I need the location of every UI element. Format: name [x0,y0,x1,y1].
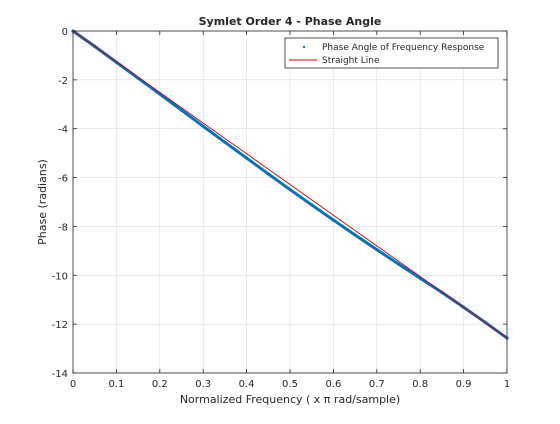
chart-title: Symlet Order 4 - Phase Angle [199,15,382,28]
series-phase-angle [71,29,509,340]
legend: Phase Angle of Frequency Response Straig… [284,37,499,69]
series-straight-line [72,30,508,339]
x-tick-label: 0.9 [456,379,472,390]
ticks: 0 0.1 0.2 0.3 0.4 0.5 0.6 0.7 0.8 0.9 1 0 -2 -4 -6 -8 -1… [52,27,511,390]
phase-angle-point [179,108,184,112]
x-tick-label: 0 [70,379,76,390]
y-tick-label: -14 [52,369,68,380]
legend-box [284,37,499,69]
y-tick-label: 0 [62,27,68,38]
phase-angle-point [353,233,357,237]
y-tick-label: -6 [58,174,68,185]
phase-angle-point [396,262,401,266]
phase-angle-point [288,187,292,192]
phase-angle-point [223,140,227,144]
legend-marker-phase [302,45,306,49]
x-tick-label: 0.8 [412,379,428,390]
x-axis-label: Normalized Frequency ( x π rad/sample) [180,393,400,406]
x-tick-label: 1 [504,379,510,390]
phase-angle-point [310,203,314,207]
y-tick-label: -12 [52,320,68,331]
x-tick-label: 0.4 [239,379,255,390]
x-tick-label: 0.7 [369,379,385,390]
x-tick-label: 0.1 [108,379,124,390]
y-tick-label: -4 [58,125,68,136]
y-axis-label: Phase (radians) [36,159,49,245]
y-tick-label: -2 [58,76,68,87]
x-tick-label: 0.6 [325,379,341,390]
phase-angle-point [375,248,379,252]
y-tick-label: -10 [52,271,68,282]
phase-angle-point [201,124,205,128]
phase-angle-point [245,156,249,160]
x-tick-label: 0.5 [282,379,298,390]
x-tick-label: 0.3 [195,379,211,390]
legend-label-straight: Straight Line [322,56,380,66]
phase-angle-point [331,218,335,222]
phase-angle-point [266,172,270,176]
legend-label-phase: Phase Angle of Frequency Response [322,43,485,53]
x-tick-label: 0.2 [152,379,168,390]
series-layer [71,29,509,340]
y-tick-label: -8 [58,222,68,233]
